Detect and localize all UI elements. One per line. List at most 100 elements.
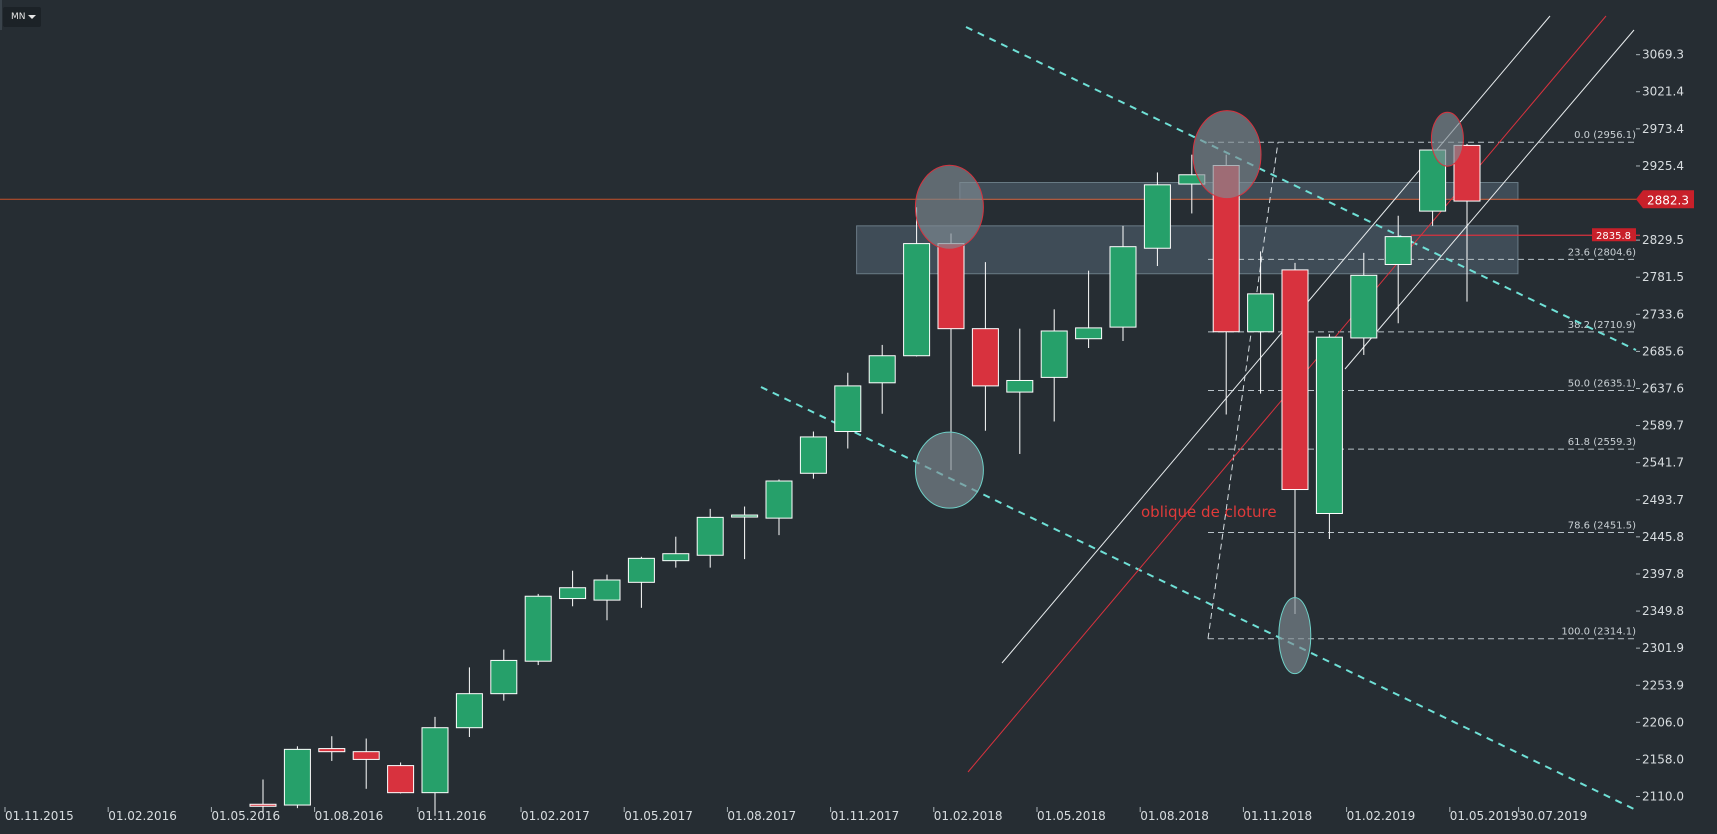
y-tick-label-12: 2445.8 (1642, 530, 1684, 544)
candle-body-13 (696, 516, 724, 556)
candle-body-10 (593, 579, 621, 601)
x-tick-label-5: 01.02.2017 (521, 809, 590, 823)
y-tick-label-8: 2637.6 (1642, 382, 1684, 396)
candle-body-20 (937, 243, 965, 330)
timeframe-dropdown[interactable]: MN (3, 7, 41, 27)
current-price-value: 2882.3 (1647, 193, 1689, 207)
candle-body-2 (318, 748, 346, 753)
candle-body-16 (799, 436, 827, 474)
x-tick-label-7: 01.08.2017 (727, 809, 796, 823)
marker-price-tag (1592, 228, 1636, 242)
candle-body-23 (1040, 330, 1068, 378)
channel-line-lower (1344, 29, 1635, 370)
x-tick-label-12: 01.11.2018 (1243, 809, 1312, 823)
y-tick-label-9: 2589.7 (1642, 419, 1684, 433)
x-tick-label-14: 01.05.2019 (1450, 809, 1519, 823)
fib-label-0: 0.0 (2956.1) (1574, 130, 1636, 141)
candle-body-7 (490, 659, 518, 695)
x-tick-label-1: 01.02.2016 (108, 809, 177, 823)
y-tick-label-11: 2493.7 (1642, 493, 1684, 507)
y-tick-label-10: 2541.7 (1642, 456, 1684, 470)
candle-body-33 (1384, 236, 1412, 265)
highlight-ellipse-3 (1278, 597, 1312, 675)
candle-body-4 (387, 765, 415, 794)
y-tick-label-16: 2253.9 (1642, 678, 1684, 692)
fib-label-1: 23.6 (2804.6) (1568, 247, 1636, 258)
candle-body-1 (283, 748, 311, 806)
candle-body-26 (1143, 184, 1171, 249)
chevron-down-icon (28, 15, 36, 19)
trendline-upper (965, 26, 1637, 351)
candle-body-14 (731, 514, 759, 518)
y-tick-label-5: 2781.5 (1642, 270, 1684, 284)
fib-anchor-line (1207, 142, 1279, 639)
fib-label-2: 38.2 (2710.9) (1568, 320, 1636, 331)
candle-body-5 (421, 727, 449, 794)
y-tick-label-17: 2206.0 (1642, 715, 1684, 729)
fib-label-4: 61.8 (2559.3) (1568, 437, 1636, 448)
fibonacci-layer: 0.0 (2956.1) 23.6 (2804.6) 38.2 (2710.9) 50… (1207, 130, 1636, 640)
y-tick-label-0: 3069.3 (1642, 48, 1684, 62)
candle-body-0 (249, 803, 277, 807)
candles-layer (249, 143, 1481, 816)
left-toolbar-edge (0, 0, 2, 30)
candle-body-24 (1075, 327, 1103, 340)
candle-body-22 (1006, 379, 1034, 393)
ellipses-layer (914, 110, 1464, 675)
highlight-ellipse-4 (1430, 111, 1464, 167)
annotation-label: oblique de cloture (1141, 503, 1277, 521)
price-tags-layer: 2882.3 2835.8 (1592, 190, 1694, 242)
x-tick-label-11: 01.08.2018 (1140, 809, 1209, 823)
candle-body-19 (903, 243, 931, 357)
candle-body-32 (1350, 274, 1378, 339)
candle-body-6 (455, 693, 483, 729)
x-tick-label-4: 01.11.2016 (418, 809, 487, 823)
annotation-layer: oblique de cloture (1141, 503, 1277, 521)
candle-body-18 (868, 355, 896, 384)
candle-body-3 (352, 751, 380, 760)
zones-layer (856, 182, 1519, 275)
x-tick-label-10: 01.05.2018 (1037, 809, 1106, 823)
x-tick-label-8: 01.11.2017 (831, 809, 900, 823)
x-tick-label-9: 01.02.2018 (934, 809, 1003, 823)
candle-body-11 (627, 557, 655, 583)
candle-body-31 (1315, 336, 1343, 514)
y-tick-label-7: 2685.6 (1642, 344, 1684, 358)
current-price-tag (1636, 190, 1694, 209)
candle-body-9 (559, 587, 587, 600)
fib-label-5: 78.6 (2451.5) (1568, 520, 1636, 531)
highlight-ellipse-0 (914, 164, 984, 250)
x-tick-label-13: 01.02.2019 (1347, 809, 1416, 823)
x-axis: 01.11.2015 01.02.2016 01.05.2016 01.08.2016… (4, 807, 1588, 823)
candle-body-30 (1281, 269, 1309, 491)
x-tick-label-15: 30.07.2019 (1519, 809, 1588, 823)
candle-body-25 (1109, 246, 1137, 328)
candle-body-12 (662, 553, 690, 562)
fib-label-6: 100.0 (2314.1) (1561, 627, 1636, 638)
trendline-lower (760, 386, 1637, 811)
y-axis: 3069.3 3021.4 2973.4 2925.4 2829.5 2781.5 2733… (1636, 48, 1684, 804)
highlight-ellipse-2 (1192, 110, 1262, 200)
y-tick-label-18: 2158.0 (1642, 752, 1684, 766)
x-tick-label-3: 01.08.2016 (315, 809, 384, 823)
x-tick-label-6: 01.05.2017 (624, 809, 693, 823)
candle-body-29 (1247, 293, 1275, 333)
x-tick-label-2: 01.05.2016 (211, 809, 280, 823)
y-tick-label-14: 2349.8 (1642, 604, 1684, 618)
y-tick-label-15: 2301.9 (1642, 641, 1684, 655)
candle-body-8 (524, 595, 552, 662)
y-tick-label-2: 2973.4 (1642, 122, 1684, 136)
marker-price-value: 2835.8 (1596, 231, 1631, 242)
y-tick-label-4: 2829.5 (1642, 233, 1684, 247)
candle-body-21 (971, 328, 999, 387)
channel-line-upper (1001, 15, 1551, 664)
candle-body-35 (1453, 144, 1481, 202)
timeframe-label: MN (11, 12, 26, 22)
candle-body-17 (834, 385, 862, 433)
candle-body-15 (765, 480, 793, 519)
y-tick-label-13: 2397.8 (1642, 567, 1684, 581)
y-tick-label-3: 2925.4 (1642, 159, 1684, 173)
highlight-ellipse-1 (914, 431, 984, 509)
y-tick-label-6: 2733.6 (1642, 307, 1684, 321)
